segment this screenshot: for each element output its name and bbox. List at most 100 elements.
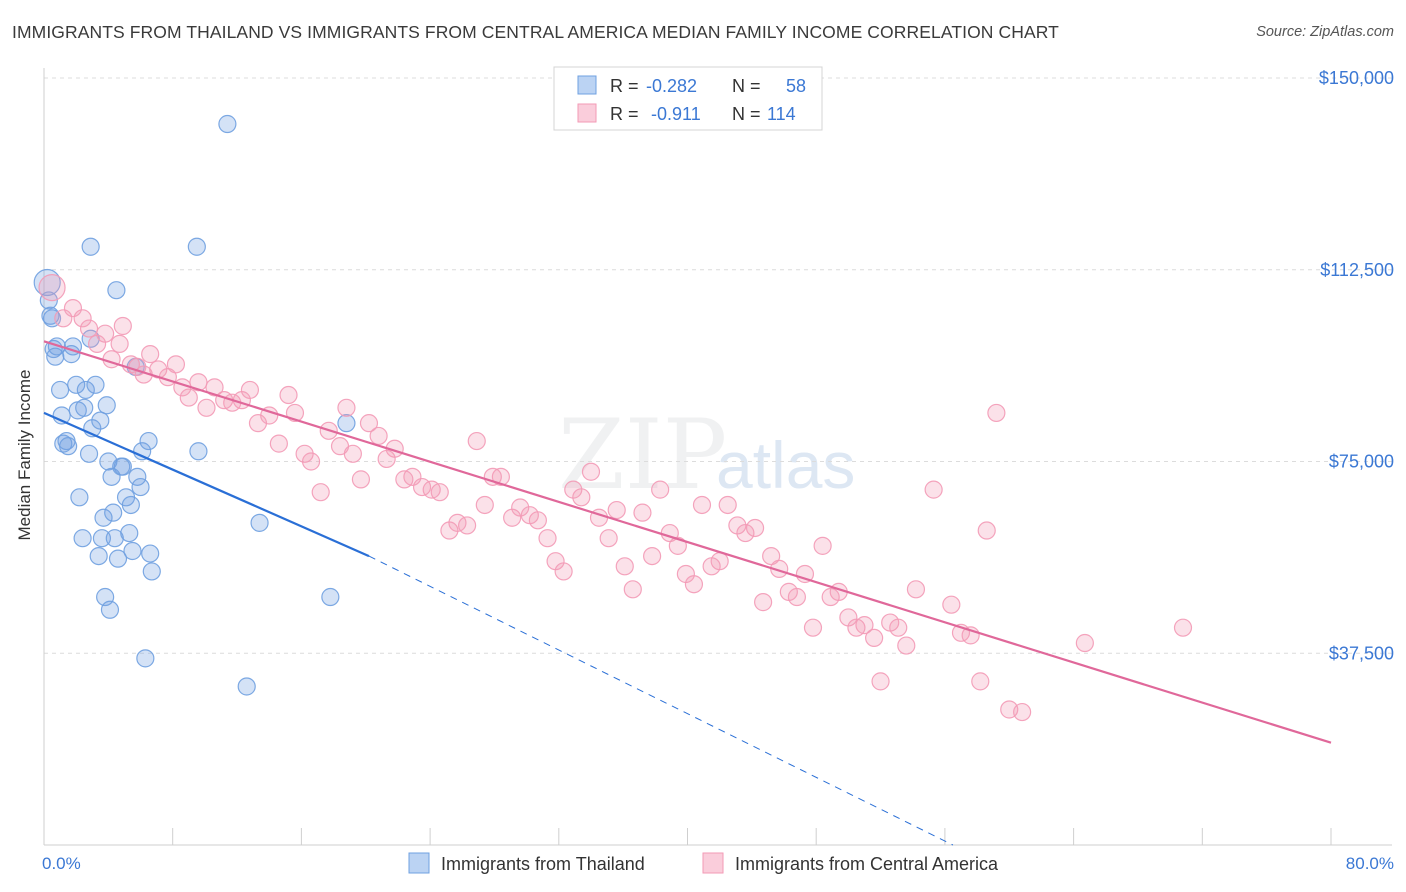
central-america-point xyxy=(643,546,662,566)
central-america-point xyxy=(113,316,132,336)
thailand-point xyxy=(337,414,356,433)
thailand-point xyxy=(81,237,100,256)
thailand-point xyxy=(123,541,142,561)
central-america-point xyxy=(343,444,362,463)
thailand-point xyxy=(59,437,78,456)
central-america-point xyxy=(615,557,634,576)
central-america-point xyxy=(865,628,884,648)
stats-r-label-central-america: R = xyxy=(610,104,639,124)
thailand-point xyxy=(94,508,113,527)
thailand-point xyxy=(136,649,155,668)
x-tick-label-max: 80.0% xyxy=(1346,854,1394,873)
thailand-point xyxy=(33,268,61,297)
central-america-point xyxy=(79,319,99,338)
central-america-point xyxy=(141,345,160,364)
central-america-point xyxy=(572,488,591,507)
trend-line-thailand xyxy=(43,411,370,558)
trend-line-central-america xyxy=(43,340,1332,744)
central-america-point xyxy=(369,426,388,446)
central-america-point xyxy=(924,480,943,499)
thailand-point xyxy=(142,562,161,581)
central-america-point xyxy=(633,503,652,522)
central-america-point xyxy=(623,580,642,599)
central-america-point xyxy=(599,529,618,548)
thailand-point xyxy=(70,488,89,507)
x-tick-label-min: 0.0% xyxy=(42,854,81,873)
central-america-point xyxy=(38,274,66,302)
central-america-point xyxy=(205,378,224,397)
thailand-point xyxy=(89,546,108,566)
y-axis-label: Median Family Income xyxy=(15,369,34,540)
central-america-point xyxy=(337,398,356,417)
central-america-point xyxy=(301,452,321,471)
thailand-point xyxy=(97,396,116,415)
central-america-point xyxy=(96,324,115,343)
thailand-point xyxy=(50,380,70,400)
central-america-point xyxy=(110,334,129,353)
stats-n-value-central-america: 114 xyxy=(767,104,796,124)
legend-swatch-central-america xyxy=(702,852,724,874)
central-america-point xyxy=(813,536,832,555)
central-america-point xyxy=(803,618,823,637)
y-tick-label: $75,000 xyxy=(1329,452,1394,472)
central-america-point xyxy=(1075,633,1094,653)
thailand-point xyxy=(92,529,112,548)
central-america-point xyxy=(762,546,781,566)
central-america-point xyxy=(651,480,670,499)
central-america-point xyxy=(971,672,990,691)
source-attribution: Source: ZipAtlas.com xyxy=(1256,24,1394,40)
thailand-point xyxy=(86,375,105,394)
axes xyxy=(43,68,1392,846)
bottom-legend: Immigrants from Thailand Immigrants from… xyxy=(408,852,999,874)
thailand-point xyxy=(321,587,340,607)
watermark-atlas: atlas xyxy=(716,428,855,502)
trend-line-thailand-extrapolated xyxy=(368,555,954,846)
thailand-point xyxy=(187,237,206,256)
central-america-point xyxy=(240,380,260,400)
central-america-point xyxy=(754,593,773,612)
central-america-point xyxy=(528,511,547,530)
central-america-point xyxy=(189,373,208,392)
central-america-point xyxy=(351,470,371,489)
central-america-point xyxy=(467,431,486,451)
thailand-point xyxy=(120,523,139,543)
thailand-point xyxy=(141,544,160,563)
central-america-point xyxy=(906,580,926,599)
thailand-point xyxy=(75,398,94,417)
central-america-point xyxy=(359,414,379,433)
thailand-point xyxy=(100,600,120,619)
central-america-point xyxy=(279,385,298,405)
central-america-point xyxy=(745,518,765,538)
thailand-point xyxy=(107,281,126,300)
central-america-point xyxy=(710,552,729,571)
central-america-point xyxy=(692,495,712,515)
stats-n-value-thailand: 58 xyxy=(786,76,806,96)
thailand-point xyxy=(54,434,73,453)
thailand-point xyxy=(73,529,92,548)
thailand-point xyxy=(76,380,95,400)
central-america-point xyxy=(197,398,216,417)
central-america-point xyxy=(491,467,510,486)
stats-swatch-thailand xyxy=(577,75,597,95)
central-america-point xyxy=(311,483,330,502)
stats-legend-box xyxy=(553,66,823,131)
central-america-point xyxy=(475,495,494,515)
central-america-point xyxy=(787,587,806,607)
thailand-point xyxy=(105,529,124,548)
stats-n-label-central-america: N = xyxy=(732,104,761,124)
central-america-point xyxy=(1013,702,1032,722)
central-america-point xyxy=(1173,618,1193,637)
central-america-point xyxy=(942,595,961,614)
y-tick-labels: $37,500 $75,000 $112,500 $150,000 xyxy=(1319,68,1394,663)
thailand-point xyxy=(104,503,123,522)
central-america-point xyxy=(73,309,92,328)
central-america-point xyxy=(269,434,288,453)
thailand-point xyxy=(62,345,81,364)
central-america-point xyxy=(538,529,557,548)
y-tick-label: $112,500 xyxy=(1320,260,1394,280)
central-america-point xyxy=(977,521,996,540)
legend-label-thailand: Immigrants from Thailand xyxy=(441,854,645,874)
stats-swatch-central-america xyxy=(577,103,597,123)
thailand-point xyxy=(67,375,86,394)
